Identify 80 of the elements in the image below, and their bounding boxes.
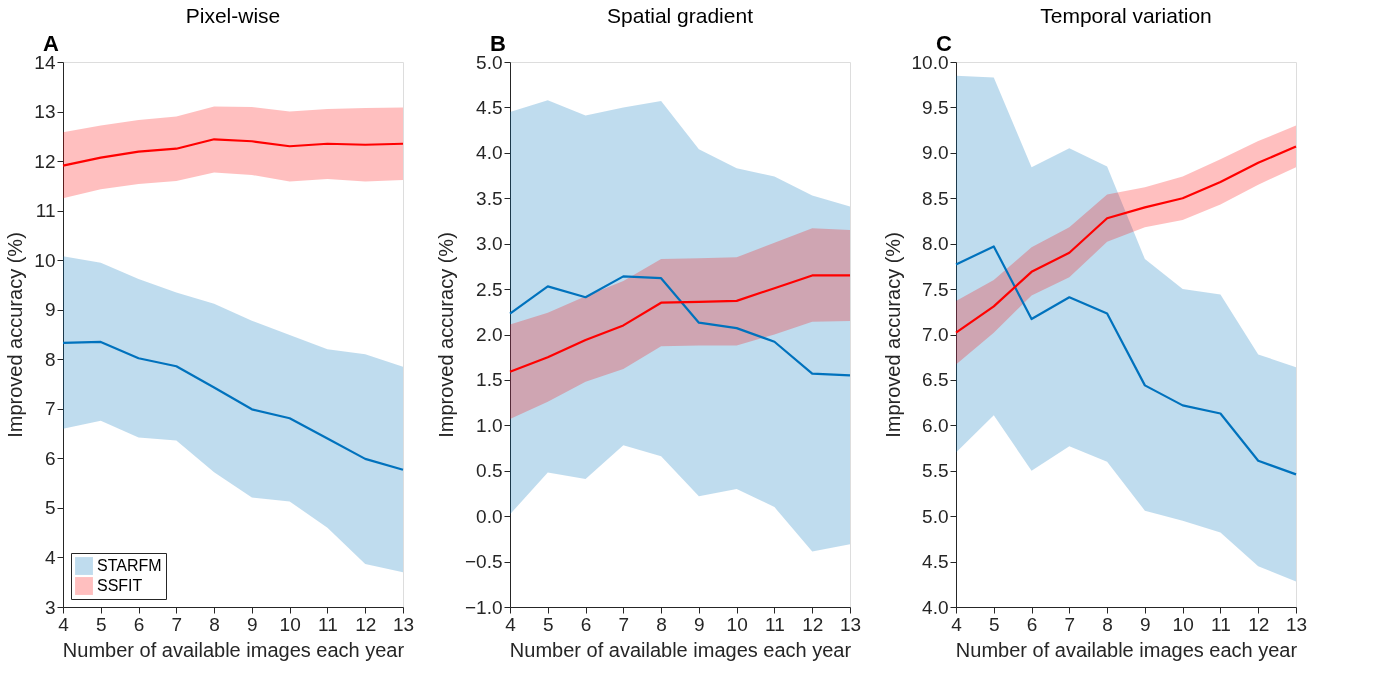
x-axis-title: Number of available images each year [62, 638, 405, 661]
chart-title: Pixel-wise [185, 4, 281, 27]
legend-label: SSFIT [97, 577, 143, 594]
x-tick-label: 12 [355, 613, 377, 635]
x-axis-title: Number of available images each year [509, 638, 852, 661]
y-tick-label: 6.0 [922, 414, 949, 436]
x-tick-label: 9 [247, 613, 258, 635]
y-tick-label: 4.0 [922, 596, 949, 618]
y-tick-label: 4.0 [476, 142, 503, 164]
y-tick-label: 2.0 [476, 324, 503, 345]
y-tick-label: 13 [34, 101, 56, 123]
y-tick-label: 7.0 [922, 324, 949, 345]
x-tick-label: 8 [209, 613, 220, 635]
y-axis-title: Improved accuracy (%) [4, 232, 27, 438]
y-axis-title: Improved accuracy (%) [881, 232, 904, 438]
y-tick-label: 6.5 [922, 369, 949, 391]
x-tick-label: 4 [505, 613, 517, 635]
x-tick-label: 11 [1211, 613, 1231, 635]
y-axis-title: Improved accuracy (%) [434, 232, 457, 438]
x-tick-label: 4 [58, 613, 70, 635]
x-tick-label: 9 [694, 613, 705, 635]
x-tick-label: 7 [171, 613, 183, 635]
line-series [954, 245, 1298, 476]
y-tick-label: 12 [34, 150, 56, 172]
x-tick-label: 12 [1248, 613, 1270, 635]
x-tick-label: 10 [279, 613, 301, 635]
x-tick-label: 6 [1026, 613, 1038, 635]
y-tick-label: 9.0 [922, 142, 949, 164]
y-tick-label: 0.0 [476, 505, 503, 527]
y-tick-label: 10 [34, 249, 56, 271]
x-tick-label: 8 [1102, 613, 1113, 635]
y-tick-label: 1.0 [476, 414, 503, 436]
y-tick-label: 0.5 [476, 460, 503, 482]
x-tick-label: 11 [765, 613, 785, 635]
x-tick-label: 10 [1172, 613, 1194, 635]
y-tick-label: 11 [35, 200, 56, 222]
line-series [61, 138, 405, 167]
y-tick-label: 4 [44, 546, 56, 568]
line-series [954, 145, 1298, 334]
x-tick-label: 12 [802, 613, 824, 635]
y-tick-label: 3 [44, 596, 56, 618]
y-tick-label: 9.5 [922, 96, 949, 118]
y-tick-label: 3.0 [476, 233, 503, 255]
x-tick-label: 13 [392, 613, 415, 635]
x-tick-label: 13 [1285, 613, 1308, 635]
x-tick-label: 8 [656, 613, 667, 635]
chart-title: Spatial gradient [607, 4, 754, 27]
x-tick-label: 7 [1064, 613, 1076, 635]
y-tick-label: 8.0 [922, 233, 949, 255]
chart-title: Temporal variation [1040, 4, 1212, 27]
x-tick-label: 5 [988, 613, 1000, 635]
y-tick-label: 7.5 [922, 278, 949, 300]
y-tick-label: 9 [44, 299, 56, 321]
x-tick-label: 6 [133, 613, 145, 635]
x-tick-label: 6 [580, 613, 592, 635]
y-tick-label: 4.5 [922, 551, 949, 573]
y-tick-label: 2.5 [476, 278, 503, 300]
y-tick-label: −0.5 [464, 551, 503, 573]
x-tick-label: 5 [95, 613, 107, 635]
x-axis-title: Number of available images each year [955, 638, 1298, 661]
x-tick-label: 13 [839, 613, 862, 635]
y-tick-label: 5.0 [922, 505, 949, 527]
x-tick-label: 4 [951, 613, 963, 635]
line-series [61, 340, 405, 471]
x-tick-label: 10 [726, 613, 748, 635]
y-tick-label: 4.5 [476, 96, 503, 118]
x-tick-label: 9 [1140, 613, 1151, 635]
x-tick-label: 7 [618, 613, 630, 635]
y-tick-label: 7 [44, 398, 56, 420]
y-tick-label: 8.5 [922, 187, 949, 209]
x-tick-label: 5 [542, 613, 554, 635]
x-tick-label: 11 [318, 613, 338, 635]
y-tick-label: 5 [44, 497, 56, 519]
y-tick-label: 5.5 [922, 460, 949, 482]
y-tick-label: 8 [44, 348, 56, 370]
y-tick-label: 1.5 [476, 369, 503, 391]
y-tick-label: 3.5 [476, 187, 503, 209]
legend-label: STARFM [97, 557, 162, 574]
y-tick-label: 6 [44, 447, 56, 469]
y-tick-label: −1.0 [464, 596, 503, 618]
